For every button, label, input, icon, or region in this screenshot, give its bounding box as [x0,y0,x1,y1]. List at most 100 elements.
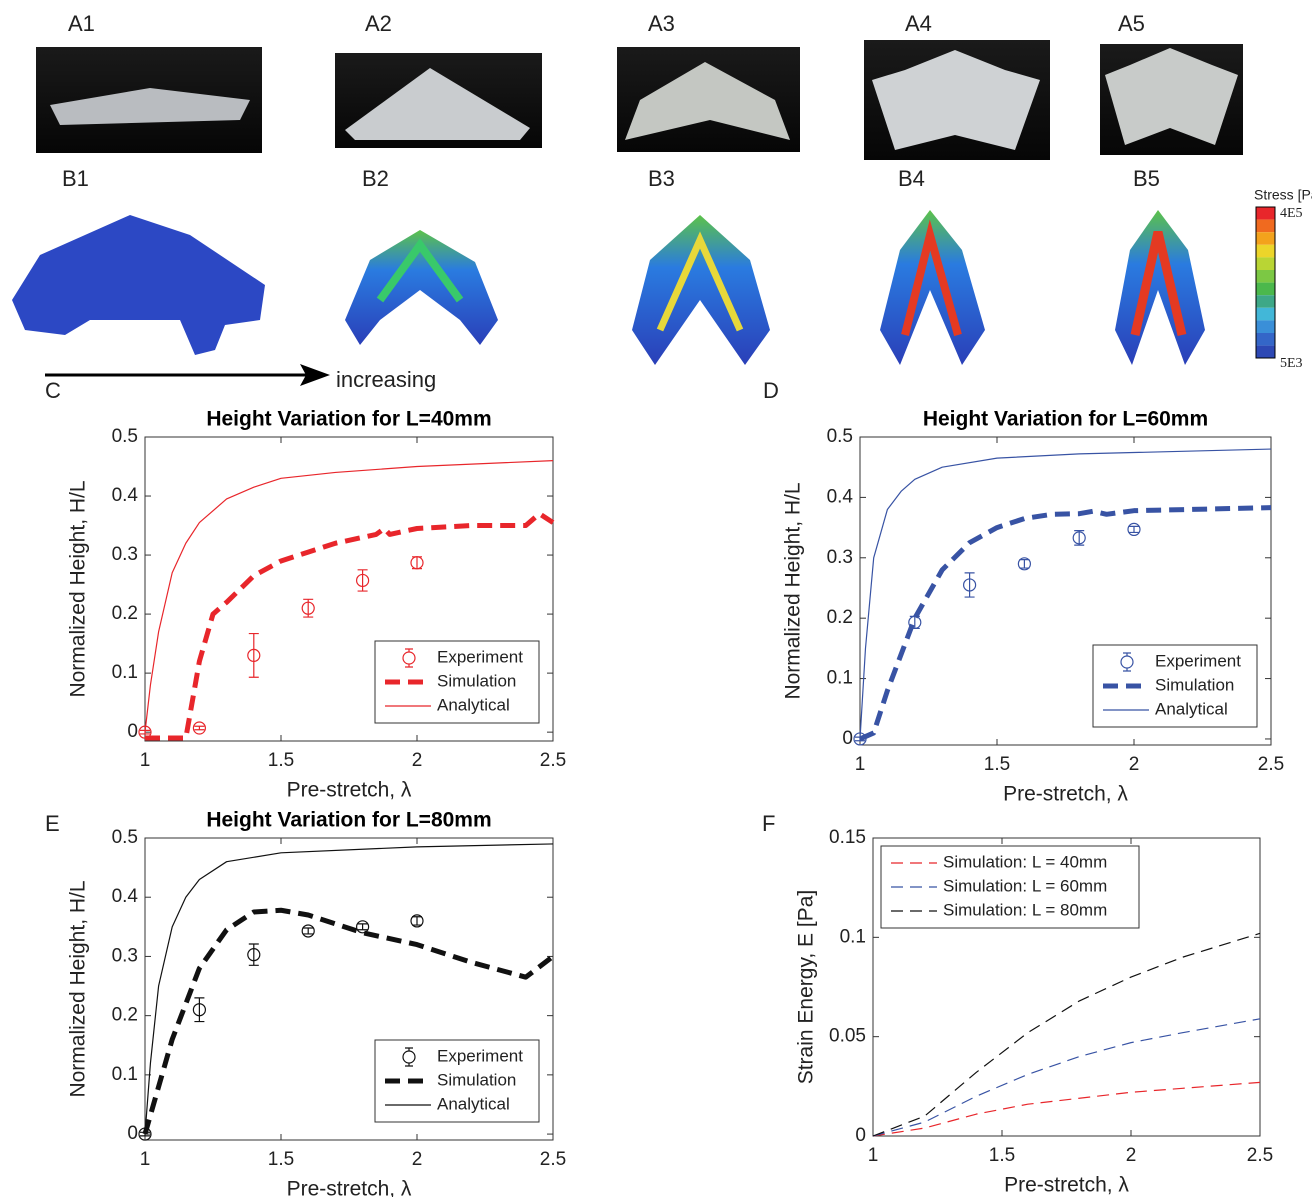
legend-label: Simulation: L = 60mm [943,876,1107,895]
simulation-label: B1 [62,166,89,191]
panel-label: D [763,378,779,403]
y-axis-label: Strain Energy, E [Pa] [795,890,818,1085]
x-axis-label: Pre-stretch, λ [287,779,412,802]
x-tick-label: 2 [1126,1145,1137,1166]
x-tick-label: 1 [855,754,866,775]
arrow-label: increasing [336,367,436,392]
y-axis-label: Normalized Height, H/L [67,880,90,1097]
y-tick-label: 0.15 [829,827,866,848]
chart-title: Height Variation for L=40mm [206,408,491,431]
x-tick-label: 2 [1129,754,1140,775]
simulation-row [12,210,1205,365]
colorbar-swatch [1256,232,1275,245]
y-tick-label: 0.3 [112,544,138,565]
legend-label: Simulation [1155,675,1234,694]
photo-label: A2 [365,11,392,36]
y-tick-label: 0.4 [112,485,139,506]
photo-label: A3 [648,11,675,36]
x-axis-label: Pre-stretch, λ [287,1178,412,1197]
legend-label: Simulation: L = 40mm [943,852,1107,871]
y-tick-label: 0 [855,1125,866,1146]
x-tick-label: 2.5 [1247,1145,1273,1166]
y-tick-label: 0 [842,728,853,749]
chart: F Pre-stretch, λ Strain Energy, E [Pa] 0 0.0… [762,811,1273,1197]
y-tick-label: 0.2 [827,607,853,628]
legend-label: Simulation [437,671,516,690]
colorbar-swatch [1256,283,1275,296]
panel-label: F [762,811,775,836]
legend-label: Simulation: L = 80mm [943,900,1107,919]
x-tick-label: 1 [140,750,151,771]
x-tick-label: 2.5 [540,750,566,771]
y-tick-label: 0 [127,721,138,742]
colorbar [1256,207,1275,358]
x-tick-label: 1.5 [989,1145,1015,1166]
x-axis-label: Pre-stretch, λ [1004,1174,1129,1197]
y-tick-label: 0.1 [112,1064,138,1085]
colorbar-swatch [1256,308,1275,321]
simulation-label: B4 [898,166,925,191]
y-tick-label: 0.3 [827,547,853,568]
colorbar-swatch [1256,245,1275,258]
chart-title: Height Variation for L=80mm [206,809,491,832]
x-tick-label: 1.5 [268,750,294,771]
y-tick-label: 0.5 [112,426,138,447]
y-tick-label: 0.2 [112,603,138,624]
photo-label: A1 [68,11,95,36]
legend-label: Analytical [437,1094,510,1113]
fem-shape [12,215,265,355]
legend-label: Experiment [437,647,523,666]
x-tick-label: 2 [412,750,423,771]
y-tick-label: 0.1 [112,662,138,683]
y-tick-label: 0.5 [827,426,853,447]
y-tick-label: 0.05 [829,1026,866,1047]
y-tick-label: 0.2 [112,1005,138,1026]
colorbar-min: 5E3 [1280,356,1303,371]
legend-label: Experiment [1155,651,1241,670]
simulation-label: B2 [362,166,389,191]
legend-label: Analytical [1155,699,1228,718]
chart-title: Height Variation for L=60mm [923,408,1208,431]
photo-label: A5 [1118,11,1145,36]
colorbar-swatch [1256,295,1275,308]
x-tick-label: 1.5 [984,754,1010,775]
x-tick-label: 2.5 [1258,754,1284,775]
y-tick-label: 0 [127,1123,138,1144]
colorbar-swatch [1256,220,1275,233]
y-tick-label: 0.1 [840,926,866,947]
legend-swatch [403,1051,415,1063]
y-tick-label: 0.1 [827,668,853,689]
colorbar-swatch [1256,257,1275,270]
figure: Stress [Pa] 4E5 5E3 increasing A1 A2 A3 A4 A… [0,0,1312,1197]
legend-label: Experiment [437,1046,523,1065]
colorbar-swatch [1256,270,1275,283]
panel-label: E [45,811,60,836]
photo-label: A4 [905,11,932,36]
colorbar-swatch [1256,346,1275,359]
legend-swatch [403,652,415,664]
chart: E Height Variation for L=80mm Pre-stretch,… [45,809,566,1197]
chart: C Height Variation for L=40mm Pre-stretch,… [45,378,566,802]
legend-label: Analytical [437,695,510,714]
chart: D Height Variation for L=60mm Pre-stretch,… [763,378,1284,806]
x-tick-label: 1 [140,1149,151,1170]
y-tick-label: 0.3 [112,945,138,966]
legend-label: Simulation [437,1070,516,1089]
colorbar-title: Stress [Pa] [1254,187,1312,203]
y-axis-label: Normalized Height, H/L [67,480,90,697]
colorbar-swatch [1256,207,1275,220]
x-tick-label: 1.5 [268,1149,294,1170]
simulation-label: B5 [1133,166,1160,191]
y-tick-label: 0.5 [112,827,138,848]
x-tick-label: 2.5 [540,1149,566,1170]
y-tick-label: 0.4 [112,886,139,907]
x-axis-label: Pre-stretch, λ [1003,783,1128,806]
panel-label: C [45,378,61,403]
legend-swatch [1121,656,1133,668]
x-tick-label: 1 [868,1145,879,1166]
simulation-label: B3 [648,166,675,191]
colorbar-max: 4E5 [1280,206,1303,221]
colorbar-swatch [1256,320,1275,333]
photo-row [36,40,1243,160]
colorbar-swatch [1256,333,1275,346]
